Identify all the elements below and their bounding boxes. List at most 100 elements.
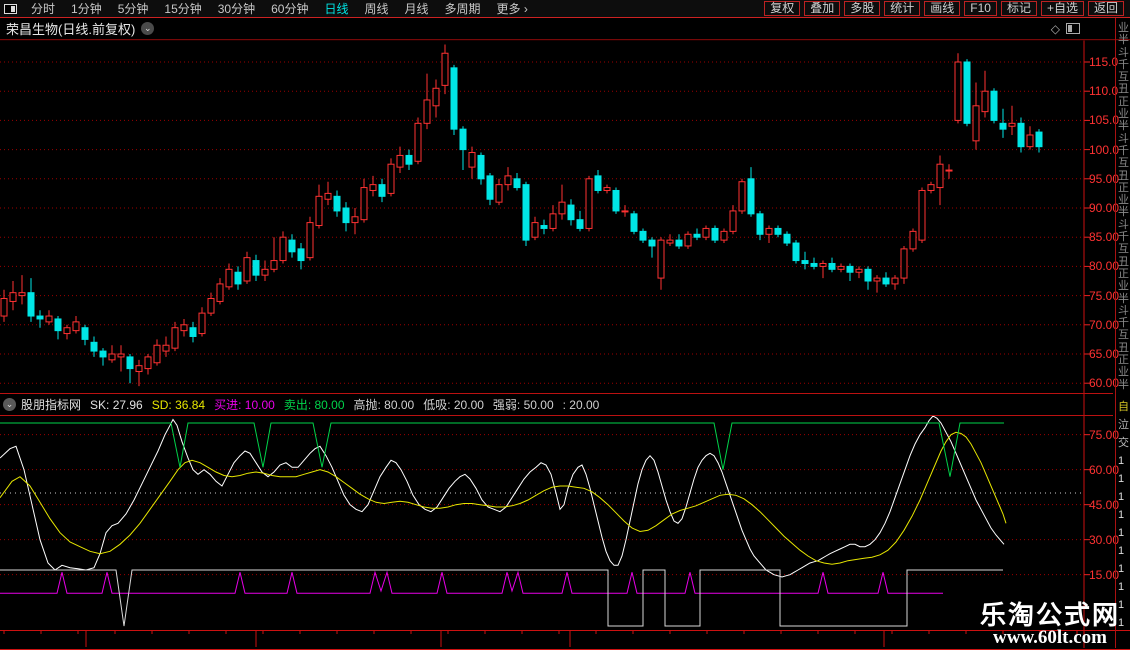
candle-down: [1018, 123, 1024, 146]
candle-up: [874, 278, 880, 281]
indicator-header: ⌄ 股朋指标网SK: 27.96SD: 36.84买进: 10.00卖出: 80…: [0, 393, 1113, 416]
candle-up: [739, 182, 745, 211]
candle-up: [685, 234, 691, 246]
candle-down: [676, 240, 682, 246]
candle-down: [289, 240, 295, 252]
candle-up: [1009, 123, 1015, 126]
candle-down: [847, 266, 853, 272]
candle-up: [118, 354, 124, 357]
candle-up: [820, 263, 826, 266]
candle-up: [469, 153, 475, 168]
candle-down: [334, 196, 340, 211]
candle-down: [631, 214, 637, 232]
candle-down: [784, 234, 790, 243]
indicator-param: SK: 27.96: [90, 398, 143, 412]
strength-gray-line: [0, 570, 1003, 626]
candle-up: [703, 228, 709, 237]
candle-up: [766, 228, 772, 234]
candle-down: [775, 228, 781, 234]
candle-up: [172, 328, 178, 348]
candle-up: [199, 313, 205, 333]
candle-down: [541, 226, 547, 229]
candle-down: [640, 231, 646, 240]
candle-up: [226, 269, 232, 287]
candle-down: [127, 357, 133, 369]
indicator-param: 低吸: 20.00: [423, 398, 484, 412]
candle-down: [964, 62, 970, 123]
candle-up: [622, 211, 628, 212]
candle-up: [586, 179, 592, 229]
candle-up: [352, 217, 358, 223]
candle-up: [532, 223, 538, 238]
candle-down: [649, 240, 655, 246]
candle-down: [523, 185, 529, 240]
candle-up: [73, 322, 79, 331]
candle-down: [37, 316, 43, 319]
candle-up: [217, 284, 223, 302]
SK-white-line: [0, 416, 1004, 577]
stock-chart-app: 分时1分钟5分钟15分钟30分钟60分钟日线周线月线多周期更多 › 复权叠加多股…: [0, 0, 1130, 650]
candle-up: [433, 88, 439, 106]
candle-down: [190, 328, 196, 337]
candle-down: [793, 243, 799, 261]
watermark: 乐淘公式网 www.60lt.com: [980, 602, 1120, 648]
candle-up: [973, 106, 979, 141]
candle-down: [802, 261, 808, 264]
candle-down: [991, 91, 997, 120]
candle-up: [307, 223, 313, 258]
candle-down: [100, 351, 106, 357]
candle-up: [325, 193, 331, 199]
candle-down: [406, 155, 412, 164]
candle-up: [955, 62, 961, 120]
candle-up: [910, 231, 916, 249]
date-axis: 2025年8910112025/11/27/四1: [0, 630, 1130, 650]
candle-up: [937, 164, 943, 187]
candle-up: [19, 293, 25, 296]
candle-down: [235, 272, 241, 284]
candle-down: [577, 220, 583, 229]
candle-up: [415, 123, 421, 161]
candle-down: [829, 263, 835, 269]
candle-down: [613, 190, 619, 210]
candle-down: [91, 342, 97, 351]
candle-up: [145, 357, 151, 369]
indicator-param: 强弱: 50.00: [493, 398, 554, 412]
indicator-param: : 20.00: [563, 398, 600, 412]
candle-down: [460, 129, 466, 149]
candle-down: [757, 214, 763, 234]
candle-up: [928, 185, 934, 191]
candle-up: [856, 269, 862, 272]
candle-down: [712, 228, 718, 240]
candle-down: [298, 249, 304, 261]
chart-canvas[interactable]: [0, 0, 1130, 650]
candle-up: [271, 261, 277, 270]
candle-down: [883, 278, 889, 284]
candle-down: [343, 208, 349, 223]
indicator-param: 卖出: 80.00: [284, 398, 345, 412]
circle-chevron-down-icon[interactable]: ⌄: [3, 398, 16, 411]
candle-down: [451, 68, 457, 129]
candle-up: [136, 366, 142, 372]
candle-down: [865, 269, 871, 281]
candle-down: [55, 319, 61, 331]
candle-up: [424, 100, 430, 123]
candle-down: [487, 176, 493, 199]
candle-up: [163, 345, 169, 351]
candle-up: [721, 231, 727, 240]
indicator-values: 股朋指标网SK: 27.96SD: 36.84买进: 10.00卖出: 80.0…: [21, 396, 608, 413]
candle-up: [730, 211, 736, 231]
candle-up: [64, 328, 70, 334]
candle-up: [559, 202, 565, 214]
indicator-param: 买进: 10.00: [214, 398, 275, 412]
clipped-vertical-text: 业半斗千互丑正业半斗千互丑正业半斗千互丑正业半斗千互丑正业半: [1118, 22, 1130, 391]
candle-up: [208, 299, 214, 314]
candle-up: [1, 299, 7, 317]
candle-down: [82, 328, 88, 340]
candle-down: [811, 263, 817, 266]
candle-up: [244, 258, 250, 281]
candle-down: [748, 179, 754, 214]
indicator-param: 高抛: 80.00: [354, 398, 415, 412]
candle-up: [154, 345, 160, 363]
candle-up: [667, 240, 673, 243]
candle-up: [370, 185, 376, 191]
